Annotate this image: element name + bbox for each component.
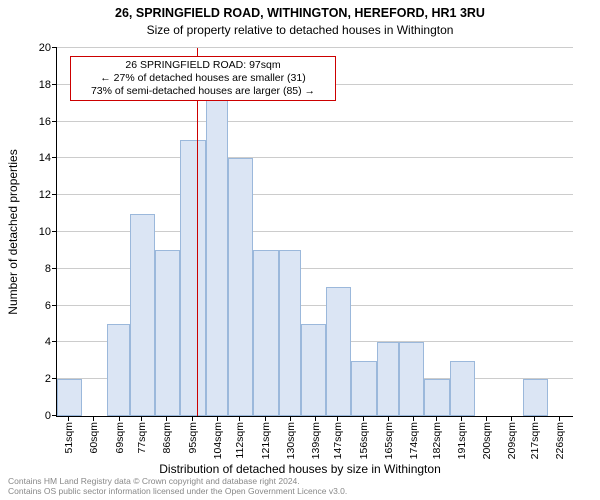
xtick-mark bbox=[511, 416, 512, 421]
histogram-bar bbox=[377, 342, 399, 416]
xtick-label: 165sqm bbox=[381, 422, 395, 459]
xtick-label: 51sqm bbox=[61, 422, 75, 454]
ytick-label: 16 bbox=[23, 116, 57, 128]
ytick-label: 0 bbox=[23, 410, 57, 422]
attribution-line-1: Contains HM Land Registry data © Crown c… bbox=[8, 476, 347, 486]
xtick-label: 104sqm bbox=[210, 422, 224, 459]
histogram-bar bbox=[253, 250, 278, 416]
xtick-label: 69sqm bbox=[112, 422, 126, 454]
chart-plot-area: 0246810121416182051sqm60sqm69sqm77sqm86s… bbox=[56, 48, 573, 417]
x-axis-label: Distribution of detached houses by size … bbox=[0, 462, 600, 476]
xtick-label: 86sqm bbox=[159, 422, 173, 454]
histogram-bar bbox=[130, 214, 155, 416]
xtick-mark bbox=[141, 416, 142, 421]
xtick-label: 200sqm bbox=[479, 422, 493, 459]
gridline bbox=[57, 121, 573, 122]
chart-subtitle: Size of property relative to detached ho… bbox=[0, 22, 600, 37]
gridline bbox=[57, 157, 573, 158]
ytick-label: 4 bbox=[23, 336, 57, 348]
xtick-label: 182sqm bbox=[429, 422, 443, 459]
attribution-line-2: Contains OS public sector information li… bbox=[8, 486, 347, 496]
xtick-mark bbox=[363, 416, 364, 421]
xtick-label: 209sqm bbox=[504, 422, 518, 459]
xtick-label: 174sqm bbox=[406, 422, 420, 459]
xtick-mark bbox=[68, 416, 69, 421]
xtick-mark bbox=[413, 416, 414, 421]
xtick-mark bbox=[217, 416, 218, 421]
xtick-mark bbox=[436, 416, 437, 421]
histogram-bar bbox=[523, 379, 548, 416]
histogram-bar bbox=[206, 85, 228, 416]
xtick-mark bbox=[337, 416, 338, 421]
xtick-mark bbox=[239, 416, 240, 421]
xtick-mark bbox=[290, 416, 291, 421]
annotation-line-1: 26 SPRINGFIELD ROAD: 97sqm bbox=[77, 59, 329, 72]
ytick-label: 8 bbox=[23, 263, 57, 275]
ytick-label: 14 bbox=[23, 152, 57, 164]
histogram-bar bbox=[399, 342, 424, 416]
gridline bbox=[57, 47, 573, 48]
ytick-label: 20 bbox=[23, 42, 57, 54]
histogram-bar bbox=[180, 140, 205, 416]
ytick-label: 12 bbox=[23, 189, 57, 201]
xtick-mark bbox=[93, 416, 94, 421]
ytick-label: 2 bbox=[23, 373, 57, 385]
marker-annotation: 26 SPRINGFIELD ROAD: 97sqm ← 27% of deta… bbox=[70, 56, 336, 101]
xtick-label: 139sqm bbox=[308, 422, 322, 459]
xtick-mark bbox=[461, 416, 462, 421]
xtick-mark bbox=[265, 416, 266, 421]
attribution-text: Contains HM Land Registry data © Crown c… bbox=[8, 476, 347, 496]
xtick-mark bbox=[559, 416, 560, 421]
y-axis-label: Number of detached properties bbox=[6, 149, 20, 314]
xtick-label: 77sqm bbox=[134, 422, 148, 454]
xtick-label: 121sqm bbox=[258, 422, 272, 459]
chart-title: 26, SPRINGFIELD ROAD, WITHINGTON, HEREFO… bbox=[0, 0, 600, 22]
histogram-bar bbox=[57, 379, 82, 416]
histogram-bar bbox=[228, 158, 253, 416]
annotation-line-3: 73% of semi-detached houses are larger (… bbox=[77, 85, 329, 98]
xtick-mark bbox=[534, 416, 535, 421]
xtick-label: 217sqm bbox=[527, 422, 541, 459]
xtick-label: 60sqm bbox=[86, 422, 100, 454]
histogram-bar bbox=[107, 324, 129, 416]
histogram-bar bbox=[351, 361, 376, 416]
xtick-mark bbox=[166, 416, 167, 421]
histogram-bar bbox=[155, 250, 180, 416]
ytick-label: 10 bbox=[23, 226, 57, 238]
xtick-mark bbox=[486, 416, 487, 421]
xtick-label: 112sqm bbox=[232, 422, 246, 459]
ytick-label: 18 bbox=[23, 79, 57, 91]
xtick-mark bbox=[119, 416, 120, 421]
histogram-bar bbox=[326, 287, 351, 416]
histogram-bar bbox=[424, 379, 449, 416]
xtick-label: 130sqm bbox=[283, 422, 297, 459]
histogram-bar bbox=[279, 250, 301, 416]
xtick-label: 156sqm bbox=[356, 422, 370, 459]
xtick-mark bbox=[388, 416, 389, 421]
gridline bbox=[57, 194, 573, 195]
xtick-label: 147sqm bbox=[330, 422, 344, 459]
xtick-label: 226sqm bbox=[552, 422, 566, 459]
histogram-bar bbox=[450, 361, 475, 416]
annotation-line-2: ← 27% of detached houses are smaller (31… bbox=[77, 72, 329, 85]
xtick-label: 95sqm bbox=[185, 422, 199, 454]
xtick-label: 191sqm bbox=[454, 422, 468, 459]
xtick-mark bbox=[315, 416, 316, 421]
ytick-label: 6 bbox=[23, 300, 57, 312]
histogram-bar bbox=[301, 324, 326, 416]
xtick-mark bbox=[192, 416, 193, 421]
property-marker-line bbox=[197, 48, 198, 416]
